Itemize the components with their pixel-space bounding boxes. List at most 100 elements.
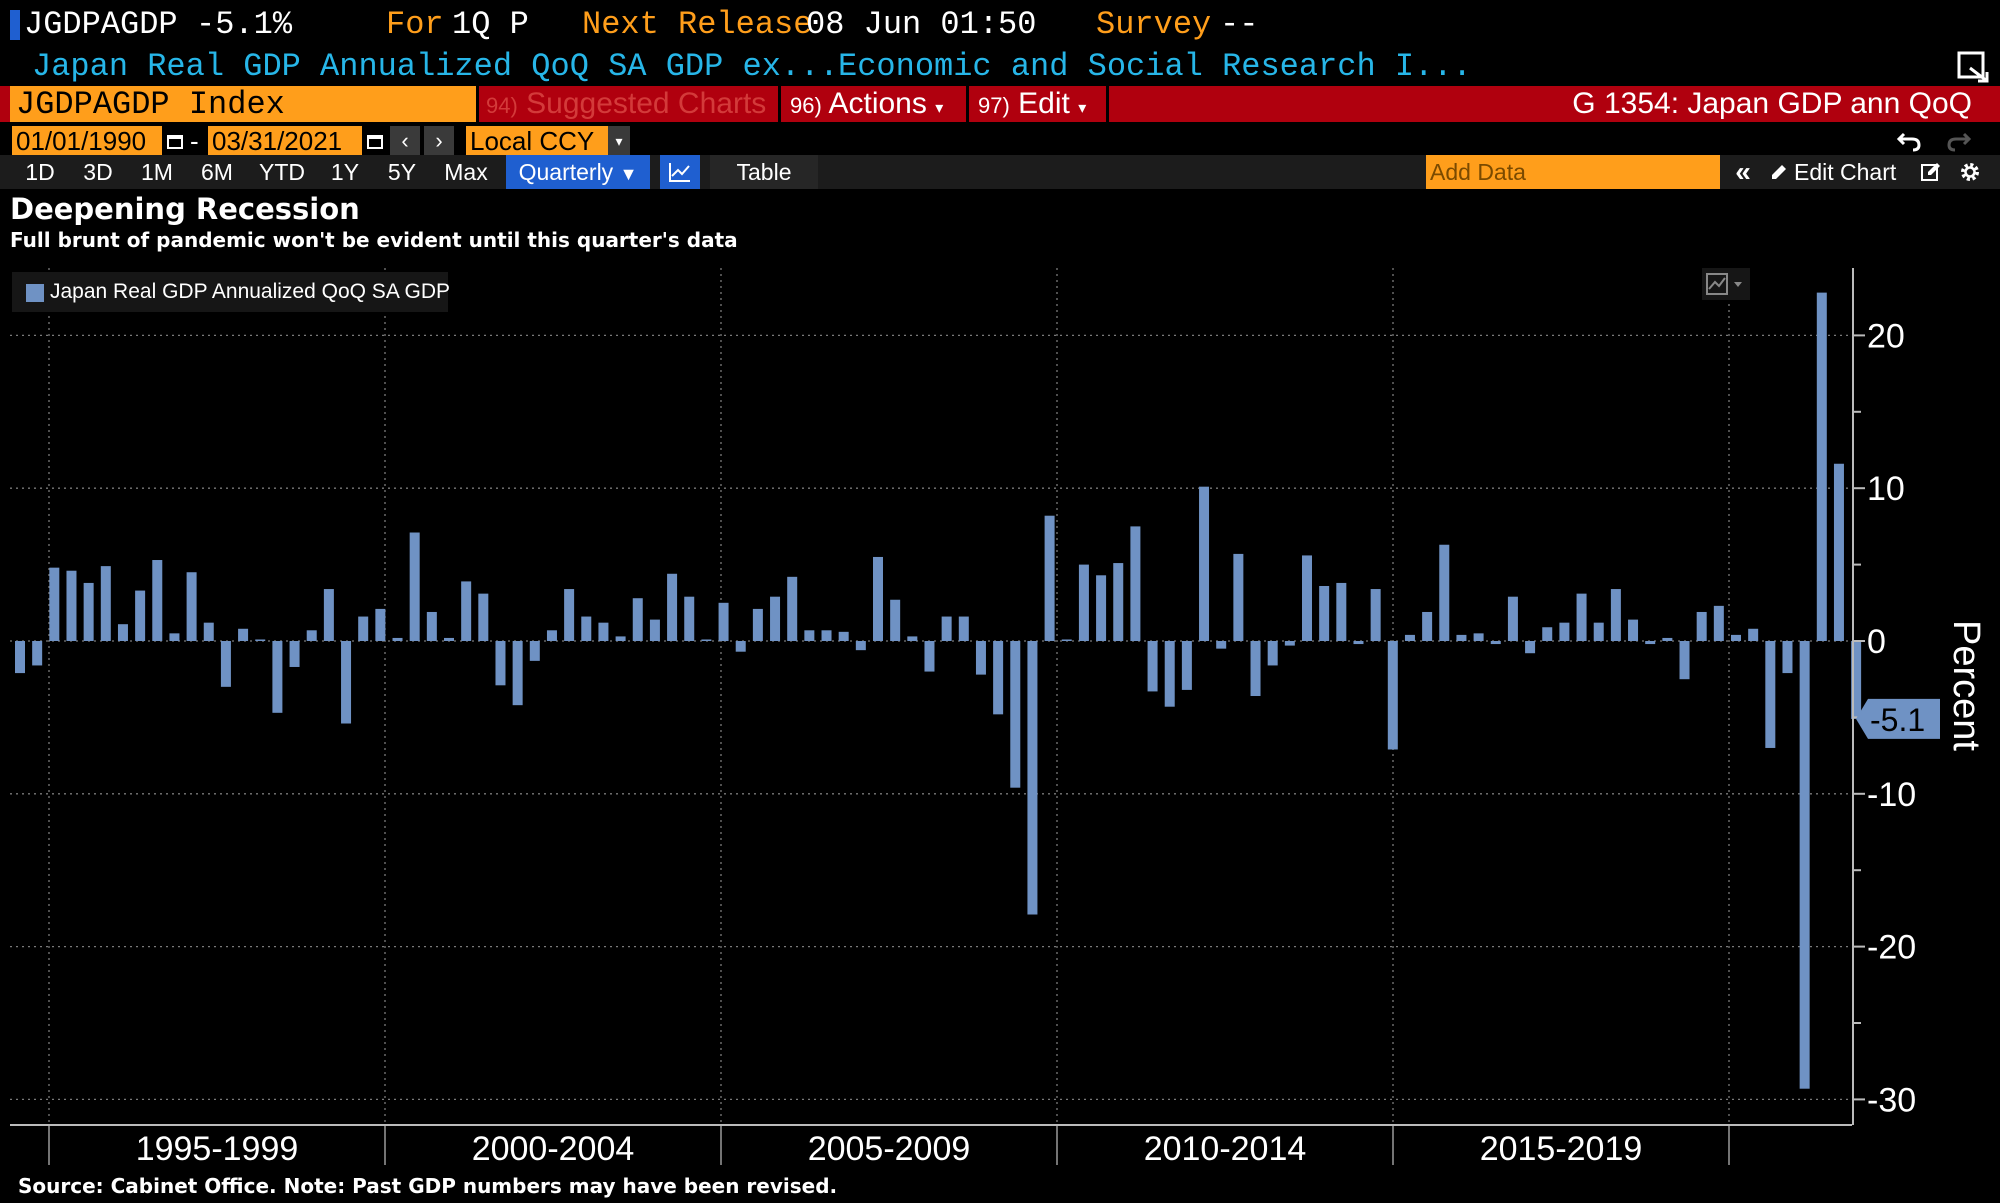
bar	[238, 628, 249, 641]
bar	[1645, 641, 1656, 645]
y-tick-label: 20	[1867, 317, 1905, 355]
bar	[1216, 641, 1227, 649]
bar	[495, 641, 506, 686]
bar	[667, 573, 678, 641]
dropdown-arrow-icon: ▾	[1078, 100, 1087, 117]
bar	[1181, 641, 1192, 690]
legend-label: Japan Real GDP Annualized QoQ SA GDP	[50, 280, 451, 303]
bar	[1302, 555, 1312, 641]
dropdown-arrow-icon: ▾	[935, 100, 944, 117]
undo-icon[interactable]	[1896, 128, 1924, 154]
survey-label: Survey	[1096, 6, 1212, 43]
range-max-button[interactable]: Max	[444, 159, 488, 185]
chart-id: G 1354: Japan GDP ann QoQ	[1572, 87, 1972, 120]
date-range-bar: 01/01/1990 - 03/31/2021 ‹ › Local CCY ▾	[0, 124, 2000, 158]
ticker[interactable]: JGDPAGDP	[24, 6, 178, 43]
y-axis-label: Percent	[1945, 620, 1987, 751]
bar	[306, 630, 317, 641]
bar	[924, 641, 935, 672]
bar	[255, 639, 266, 641]
chevron-left-icon[interactable]: ‹	[390, 126, 420, 156]
bar	[272, 641, 283, 713]
range-1m-button[interactable]: 1M	[141, 159, 173, 185]
chart-type-icon[interactable]	[1702, 268, 1750, 300]
x-period-label: 2010-2014	[1144, 1130, 1307, 1168]
axis-layer: 20 10 0 -10 -20 -30 Percent -5.1 1995-1999 2000-2…	[10, 268, 1987, 1168]
bar	[409, 532, 420, 641]
bar	[66, 570, 77, 641]
calendar-icon[interactable]	[366, 132, 384, 150]
bar-chart: 20 10 0 -10 -20 -30 Percent -5.1 1995-1999 2000-2…	[10, 268, 1987, 1168]
bar	[1250, 641, 1261, 697]
bar	[1199, 486, 1210, 641]
bar	[632, 598, 643, 641]
y-tick-label: 0	[1867, 623, 1886, 661]
bar	[1164, 641, 1175, 707]
last-value: -5.1%	[196, 6, 293, 43]
add-data-input[interactable]: Add Data	[1426, 155, 1720, 189]
bar	[444, 637, 454, 641]
frequency-select[interactable]: Quarterly ▼	[506, 155, 650, 189]
collapse-icon[interactable]: «	[1735, 156, 1751, 187]
bar	[855, 641, 866, 651]
menu-bar: JGDPAGDP Index 94) Suggested Charts 96) …	[0, 86, 2000, 123]
chevron-right-icon[interactable]: ›	[424, 126, 454, 156]
edit-chart-button[interactable]: Edit Chart	[1794, 159, 1897, 185]
bar	[1782, 641, 1793, 674]
bar	[1336, 582, 1347, 641]
bar	[1267, 641, 1278, 666]
bar	[684, 596, 695, 641]
bar	[649, 619, 660, 641]
table-button[interactable]: Table	[710, 155, 818, 189]
end-date-field[interactable]: 03/31/2021	[208, 126, 362, 156]
bar	[1473, 633, 1484, 641]
bar	[598, 622, 609, 641]
edit-icon[interactable]	[1920, 161, 1942, 183]
security-field[interactable]: JGDPAGDP Index	[10, 86, 476, 123]
line-chart-button[interactable]	[660, 155, 700, 189]
dropdown-arrow-icon: ▼	[619, 164, 638, 184]
legend-swatch	[26, 284, 44, 302]
bar	[49, 567, 60, 641]
bar	[323, 589, 334, 641]
security-description: Japan Real GDP Annualized QoQ SA GDP ex.…	[32, 48, 839, 85]
bar	[1662, 637, 1673, 641]
line-chart-icon	[669, 163, 690, 182]
pencil-icon	[1772, 165, 1786, 179]
start-date-field[interactable]: 01/01/1990	[12, 126, 162, 156]
chart-title: Deepening Recession	[10, 192, 360, 226]
bar	[1353, 641, 1364, 645]
x-period-label: 2000-2004	[472, 1130, 635, 1168]
actions-button[interactable]: 96) Actions ▾	[790, 87, 944, 120]
range-5y-button[interactable]: 5Y	[387, 159, 417, 185]
bar	[1370, 589, 1381, 641]
bar	[32, 641, 43, 666]
range-ytd-button[interactable]: YTD	[259, 159, 305, 185]
bar	[392, 637, 403, 641]
currency-select[interactable]: Local CCY	[466, 126, 608, 156]
redo-icon[interactable]	[1944, 128, 1972, 154]
suggested-charts-button[interactable]: 94) Suggested Charts	[486, 87, 767, 120]
bar	[1748, 628, 1759, 641]
range-3d-button[interactable]: 3D	[83, 159, 113, 185]
edit-menu-button[interactable]: 97) Edit ▾	[978, 87, 1087, 120]
gear-icon[interactable]	[1958, 160, 1982, 184]
chart-legend[interactable]: Japan Real GDP Annualized QoQ SA GDP	[12, 272, 451, 312]
calendar-icon[interactable]	[166, 132, 184, 150]
popout-icon[interactable]	[1956, 50, 1990, 84]
bar	[1731, 634, 1741, 641]
bar	[1525, 641, 1536, 654]
bar	[1679, 641, 1690, 680]
bar	[1130, 526, 1141, 641]
range-6m-button[interactable]: 6M	[201, 159, 233, 185]
range-1d-button[interactable]: 1D	[25, 159, 55, 185]
bar	[1078, 564, 1089, 641]
bar	[1422, 611, 1433, 641]
dropdown-arrow-icon[interactable]: ▾	[608, 126, 630, 156]
range-1y-button[interactable]: 1Y	[330, 159, 360, 185]
bar	[1387, 641, 1398, 750]
next-release-value: 08 Jun 01:50	[806, 6, 1037, 43]
bar	[838, 631, 849, 641]
bar	[821, 630, 832, 641]
bar	[873, 556, 883, 641]
